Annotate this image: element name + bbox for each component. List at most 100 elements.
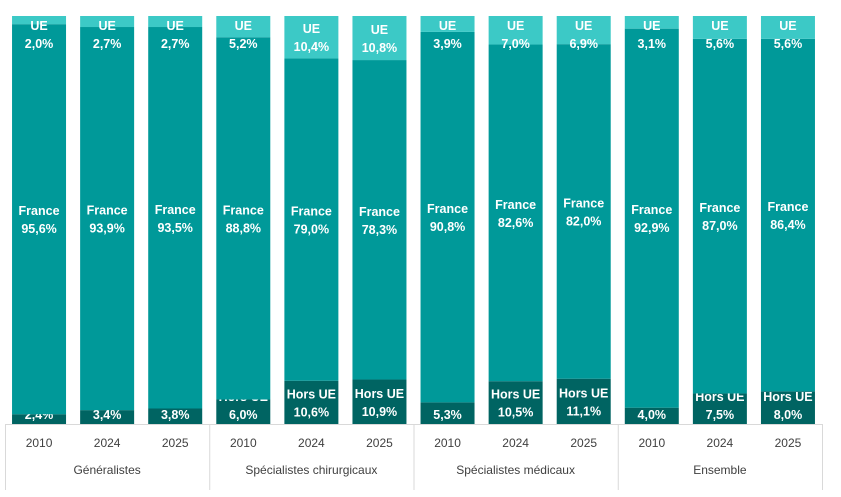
bar-segment-ue [760,16,815,39]
segment-series-label: Hors UE [763,390,812,404]
category-tick-label: 2025 [162,436,189,450]
segment-series-label: UE [643,19,660,33]
bar-stack: Hors UE 10,9% France 78,3% UE 10,8% [352,16,407,424]
segment-series-label: France [223,203,264,217]
bar-segment-ue [488,16,543,45]
segment-series-label: France [699,201,740,215]
segment-value-label: 93,5% [157,221,192,235]
segment-value-label: 2,7% [93,37,122,51]
bar-segment-france [148,27,203,409]
bar-segment-ue [420,16,475,32]
bar-segment-france [624,28,679,408]
segment-series-label: France [155,203,196,217]
segment-value-label: 82,0% [566,214,601,228]
segment-series-label: UE [711,19,728,33]
category-tick-label: 2025 [570,436,597,450]
bar-stack: Hors UE 11,1% France 82,0% UE 6,9% [556,16,611,424]
bar-segment-hors-ue [624,407,679,424]
segment-value-label: 11,1% [566,404,601,418]
segment-value-label: 88,8% [226,221,261,235]
segment-value-label: 10,8% [362,41,397,55]
bar-stack: Hors UE 8,0% France 86,4% UE 5,6% [760,16,815,424]
segment-series-label: Hors UE [355,387,404,401]
bar-segment-france [80,27,135,411]
segment-value-label: 7,0% [501,37,530,51]
segment-series-label: France [563,196,604,210]
bar-segment-ue [624,16,679,29]
bar-segment-ue [12,16,67,25]
segment-value-label: 5,2% [229,37,258,51]
category-tick-label: 2024 [707,436,734,450]
category-tick-label: 2025 [775,436,802,450]
bar-stack: Hors UE 7,5% France 87,0% UE 5,6% [692,16,747,424]
segment-series-label: UE [507,19,524,33]
bar-segment-france [12,24,67,415]
group-label: Spécialistes médicaux [456,463,575,477]
category-tick-label: 2010 [638,436,665,450]
segment-series-label: UE [30,19,47,33]
segment-value-label: 2,0% [25,37,54,51]
segment-value-label: 95,6% [21,222,56,236]
bar-segment-france [488,44,543,382]
segment-value-label: 8,0% [774,408,803,422]
category-axis: 2010 2024 2025 2010 2024 2025 2010 2024 2025 2010… [5,424,823,490]
segment-series-label: UE [235,19,252,33]
segment-value-label: 2,7% [161,37,190,51]
segment-value-label: 5,6% [774,37,803,51]
segment-value-label: 10,4% [294,40,329,54]
segment-value-label: 10,6% [294,405,329,419]
segment-series-label: UE [167,19,184,33]
category-tick-label: 2024 [94,436,121,450]
segment-series-label: France [631,203,672,217]
group-label: Spécialistes chirurgicaux [245,463,377,477]
segment-value-label: 6,9% [569,37,598,51]
segment-value-label: 5,6% [706,37,735,51]
segment-series-label: Hors UE [491,388,540,402]
segment-series-label: France [291,205,332,219]
bar-segment-hors-ue [488,381,543,424]
bar-segment-ue [216,16,271,38]
segment-series-label: France [767,200,808,214]
segment-series-label: UE [371,23,388,37]
bar-segment-france [760,38,815,392]
bar-segment-ue [80,16,135,28]
segment-series-label: France [427,202,468,216]
bar-segment-ue [692,16,747,39]
bar-segment-france [216,37,271,400]
category-tick-label: 2024 [298,436,325,450]
segment-series-label: UE [98,19,115,33]
bar-stack: Hors UE 10,5% France 82,6% UE 7,0% [488,16,543,424]
segment-series-label: UE [575,19,592,33]
segment-value-label: 6,0% [229,408,258,422]
bar-segment-hors-ue [148,408,203,424]
bar-segment-france [556,44,611,379]
segment-value-label: 79,0% [294,223,329,237]
segment-series-label: France [87,204,128,218]
bar-segment-hors-ue [284,380,339,424]
category-tick-label: 2025 [366,436,393,450]
segment-series-label: Hors UE [287,387,336,401]
segment-value-label: 10,5% [498,406,533,420]
segment-value-label: 92,9% [634,221,669,235]
segment-series-label: Hors UE [559,386,608,400]
group-label: Ensemble [693,463,747,477]
segment-value-label: 86,4% [770,218,805,232]
segment-value-label: 4,0% [638,408,667,422]
bar-segment-hors-ue [420,402,475,424]
bar-segment-hors-ue [80,410,135,424]
bar-segment-france [284,58,339,381]
segment-series-label: France [495,198,536,212]
segment-value-label: 3,4% [93,408,122,422]
segment-value-label: 78,3% [362,223,397,237]
bar-segment-ue [148,16,203,28]
bar-segment-ue [556,16,611,45]
segment-series-label: UE [303,22,320,36]
category-tick-label: 2024 [502,436,529,450]
segment-value-label: 3,9% [433,37,462,51]
